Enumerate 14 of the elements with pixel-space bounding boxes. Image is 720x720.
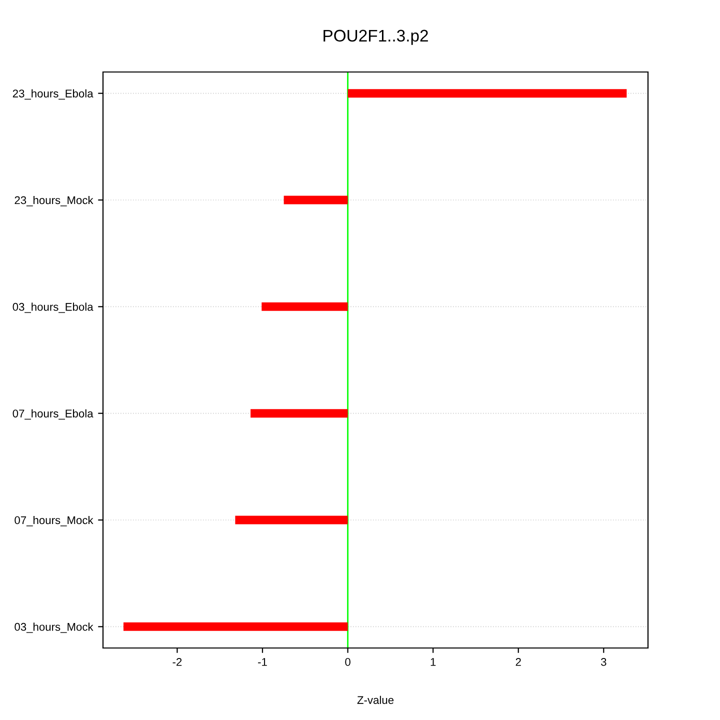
y-tick-label: 23_hours_Ebola <box>12 89 94 100</box>
y-tick-label: 03_hours_Ebola <box>12 302 94 313</box>
x-tick-label: -1 <box>258 658 267 666</box>
y-tick-label: 07_hours_Mock <box>14 516 94 526</box>
x-tick-label: -2 <box>172 658 182 666</box>
x-tick-label: 3 <box>600 658 606 666</box>
x-tick-label: 0 <box>345 658 350 666</box>
x-tick-label: 2 <box>516 658 521 666</box>
x-axis-title: Z-value <box>357 696 394 704</box>
chart-title: POU2F1..3.p2 <box>324 30 428 45</box>
x-tick-label: 1 <box>430 658 436 666</box>
y-tick-label: 23_hours_Mock <box>14 196 94 206</box>
y-tick-label: 03_hours_Mock <box>14 622 94 633</box>
y-tick-label: 07_hours_Ebola <box>12 409 94 420</box>
